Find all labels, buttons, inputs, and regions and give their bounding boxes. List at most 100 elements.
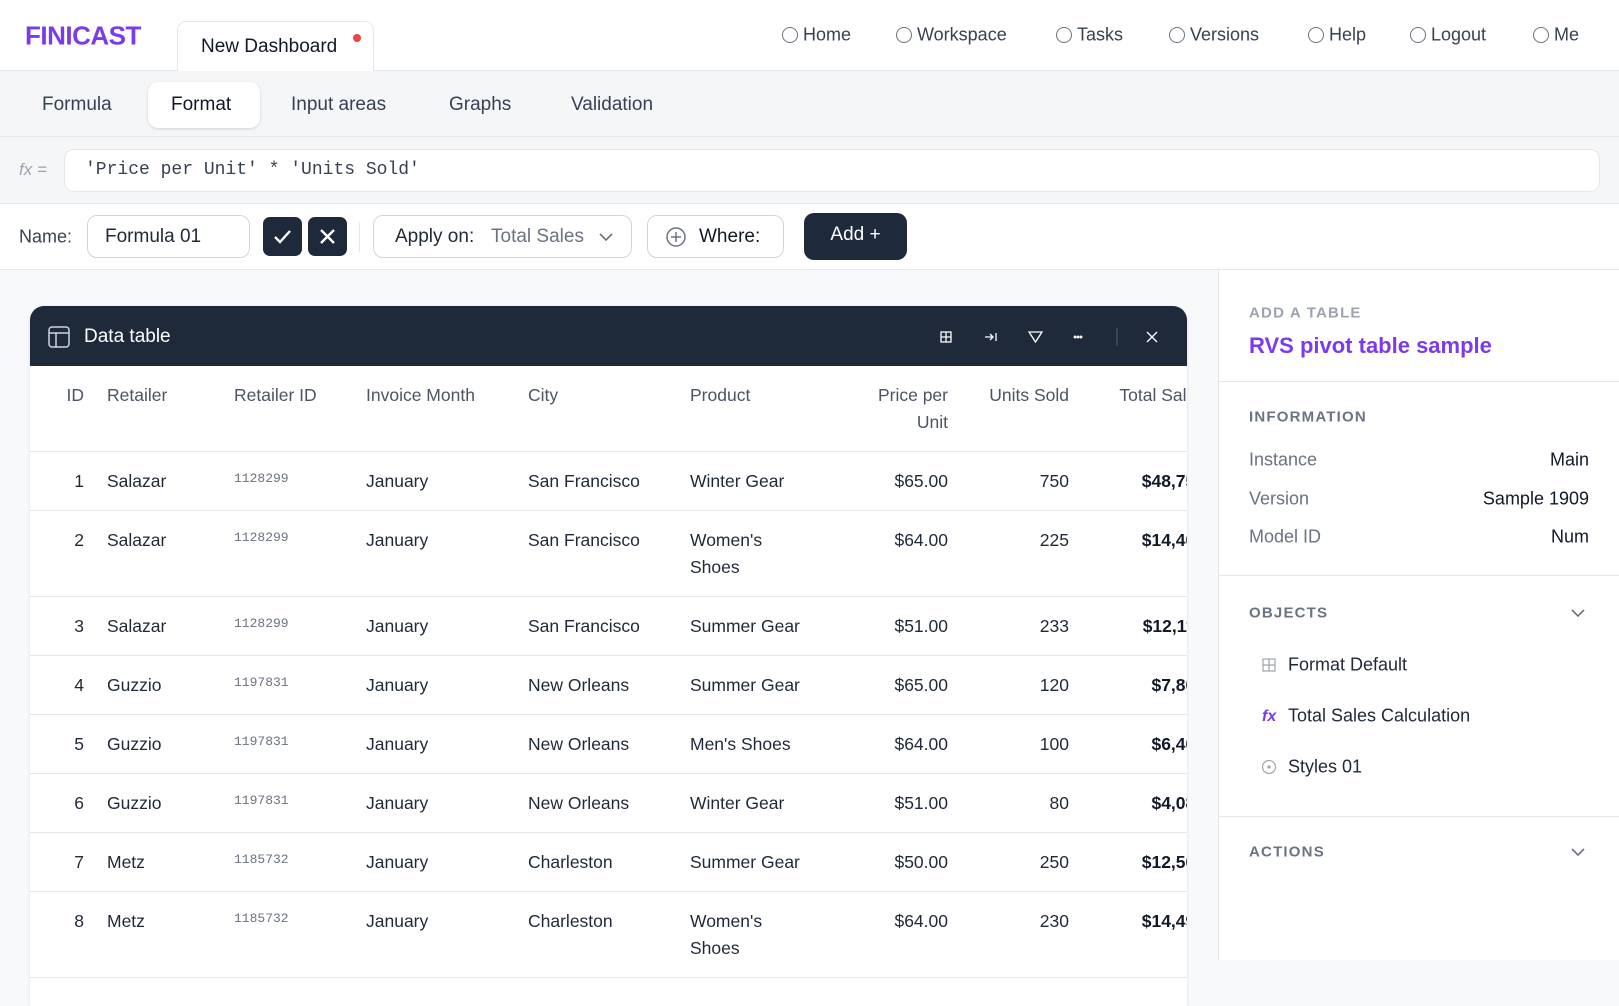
subtab[interactable]: Input areas [291,94,387,115]
column-header: Invoice Month [366,385,475,405]
table-cell: Guzzio [107,793,162,813]
apply-dropdown[interactable] [373,215,632,258]
nav-icon [1308,27,1324,43]
table-cell: $6,400 [1151,734,1187,754]
info-value: Num [1550,526,1589,547]
section-heading: INFORMATION [1249,408,1367,426]
divider [1219,816,1619,817]
subtab[interactable]: Graphs [449,94,512,115]
nav-item[interactable]: Tasks [1077,24,1124,45]
table-row[interactable]: 7 Metz 1185732 January Charleston Summer Gear… [30,833,1187,892]
nav-item[interactable]: Logout [1431,24,1487,45]
table-row[interactable]: 3 Salazar 1128299 January San Francisco Summe… [30,597,1187,656]
column-header: Price per Unit [877,385,948,432]
apply-label[interactable]: Apply on: [395,226,475,247]
table-row[interactable]: 1 Salazar 1128299 January San Francisco Winte… [30,452,1187,511]
where-button[interactable] [647,215,784,258]
subtab-bar [0,71,1619,137]
nav-item[interactable]: Help [1329,24,1367,45]
table-cell: $7,800 [1151,675,1187,695]
add-button[interactable] [804,213,907,260]
table-cell: Women's Shoes [690,530,763,577]
where-label[interactable]: Where: [699,226,761,247]
table-cell: 1197831 [234,734,289,749]
confirm-button[interactable] [263,217,302,256]
nav-item[interactable]: Workspace [917,24,1007,45]
info-label: Version [1249,488,1310,509]
nav-item[interactable]: Versions [1190,24,1260,45]
info-label: Model ID [1249,526,1322,547]
formula-input[interactable] [64,149,1600,192]
table-row[interactable]: 2 Salazar 1128299 January San Francisco Women… [30,511,1187,597]
table-cell: Guzzio [107,675,162,695]
right-panel [1218,270,1619,960]
formula-text[interactable]: 'Price per Unit' * 'Units Sold' [85,160,420,180]
dashboard-tab[interactable] [177,21,374,72]
table-icon [48,326,70,348]
table-row[interactable]: 8 Metz 1185732 January Charleston Women's Sho… [30,892,1187,978]
nav-item[interactable]: Home [803,24,852,45]
table-cell: 225 [1039,530,1069,550]
name-input[interactable] [87,215,250,258]
data-table-card: Data table ID Retailer Retailer ID Invoice … [30,306,1187,1006]
table-cell: 1185732 [234,852,289,867]
table-cell: Charleston [528,911,613,931]
plus-icon [666,227,686,247]
table-cell: $65.00 [894,471,948,491]
chevron[interactable] [1570,844,1586,860]
table-cell: Guzzio [107,734,162,754]
subtab[interactable]: Formula [42,94,112,115]
table-cell: January [366,911,429,931]
page: FINICAST New Dashboard fx = 'Price per U… [0,20,1619,978]
object-item[interactable]: Styles 01 [1288,756,1363,777]
name-value[interactable]: Formula 01 [105,226,202,247]
table-cell: Summer Gear [690,616,800,636]
logo[interactable]: FINICAST [25,20,141,51]
table-cell: 7 [74,852,84,872]
subtab[interactable]: Format [171,94,232,115]
table-cell: New Orleans [528,675,630,695]
nav-item[interactable]: Me [1554,24,1580,45]
table-cell: January [366,852,429,872]
table-cell: $14,490 [1141,911,1187,931]
table-cell: $14,400 [1141,530,1187,550]
card-header: Data table [30,306,1187,366]
nav-icon [896,27,912,43]
section-heading: ADD A TABLE [1249,304,1362,322]
section-heading[interactable]: OBJECTS [1249,604,1329,622]
nav-icon [1056,27,1072,43]
object-item[interactable]: Format Default [1288,654,1408,675]
table-cell: $64.00 [894,911,948,931]
table-cell: 5 [74,734,84,754]
table-cell: Salazar [107,530,167,550]
tab-label[interactable]: New Dashboard [201,36,338,57]
table-cell: January [366,471,429,491]
add-label[interactable]: Add + [830,224,881,245]
table-cell: 1197831 [234,793,289,808]
card-title: Data table [84,326,171,347]
cancel-button[interactable] [308,217,347,256]
column-header: City [528,385,559,405]
chevron[interactable] [1570,605,1586,621]
table-name[interactable]: RVS pivot table sample [1249,333,1492,358]
object-item[interactable]: Total Sales Calculation [1288,705,1471,726]
table-cell: $64.00 [894,734,948,754]
formula-prefix: fx = [19,160,47,179]
table-cell: New Orleans [528,734,630,754]
section-heading[interactable]: ACTIONS [1249,843,1325,861]
subtab[interactable]: Validation [571,94,654,115]
column-header: Retailer [107,385,168,405]
table-cell: January [366,793,429,813]
card-tools[interactable] [930,324,1187,350]
table-cell: $4,080 [1151,793,1187,813]
table-cell: 1128299 [234,530,289,545]
table-cell: 100 [1039,734,1069,754]
table-row[interactable]: 4 Guzzio 1197831 January New Orleans Summer G… [30,656,1187,715]
table-cell: 80 [1049,793,1069,813]
table-row[interactable]: 6 Guzzio 1197831 January New Orleans Winter G… [30,774,1187,833]
table-row[interactable]: 5 Guzzio 1197831 January New Orleans Men's Sh… [30,715,1187,774]
apply-value[interactable]: Total Sales [491,226,584,247]
active-subtab[interactable] [148,82,260,128]
column-header: Product [690,385,751,405]
table-cell: 1128299 [234,471,289,486]
